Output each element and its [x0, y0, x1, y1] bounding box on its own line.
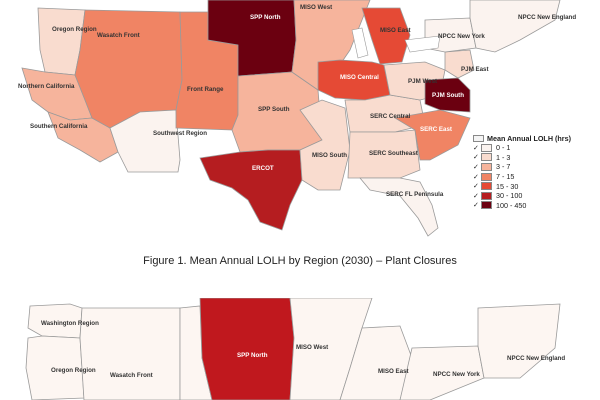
- legend-swatch: [481, 182, 492, 191]
- region2-miso-east[interactable]: [339, 325, 413, 400]
- region-npcc-new-england[interactable]: [469, 0, 561, 53]
- great-lakes: [351, 27, 441, 59]
- label2-washington: Washington Region: [41, 320, 99, 327]
- legend-swatch: [481, 201, 492, 210]
- label-miso-south: MISO South: [312, 152, 347, 159]
- legend-label: 7 - 15: [496, 172, 515, 182]
- label2-npcc-new-england: NPCC New England: [507, 355, 565, 362]
- legend-swatch: [481, 162, 492, 171]
- label-npcc-new-york: NPCC New York: [438, 33, 485, 40]
- label-spp-south: SPP South: [258, 106, 290, 113]
- checkmark-icon: ✓: [473, 144, 479, 152]
- label-oregon: Oregon Region: [52, 26, 97, 33]
- legend-row: ✓ 1 - 3: [473, 153, 593, 163]
- label-spp-north: SPP North: [250, 14, 281, 21]
- legend-row: ✓ 0 - 1: [473, 143, 593, 153]
- label-serc-fl-peninsula: SERC FL Peninsula: [386, 191, 444, 198]
- checkmark-icon: ✓: [473, 192, 479, 200]
- legend-swatch: [481, 172, 492, 181]
- region-ercot[interactable]: [199, 149, 303, 231]
- region-miso-south[interactable]: [299, 99, 351, 191]
- legend-row: ✓ 3 - 7: [473, 162, 593, 172]
- region-serc-southeast[interactable]: [347, 129, 421, 179]
- legend-label: 15 - 30: [496, 181, 519, 191]
- map-legend: Mean Annual LOLH (hrs) ✓ 0 - 1 ✓ 1 - 3 ✓ 3 - …: [473, 133, 593, 210]
- label-pjm-south: PJM South: [432, 92, 464, 99]
- legend-label: 3 - 7: [496, 162, 511, 172]
- checkmark-icon: ✓: [473, 183, 479, 191]
- legend-title-text: Mean Annual LOLH (hrs): [487, 133, 571, 143]
- region2-npcc-new-york[interactable]: [399, 345, 485, 400]
- label-miso-east: MISO East: [380, 27, 411, 34]
- label-miso-west: MISO West: [300, 4, 332, 11]
- label-front-range: Front Range: [187, 86, 224, 93]
- label-northern-california: Northern California: [18, 83, 75, 90]
- legend-label: 100 - 450: [496, 200, 527, 210]
- legend-swatch: [481, 191, 492, 200]
- legend-swatch: [481, 143, 492, 152]
- region-serc-east[interactable]: [393, 109, 471, 161]
- label-pjm-west: PJM West: [408, 78, 437, 85]
- label2-miso-west: MISO West: [296, 344, 328, 351]
- checkmark-icon: ✓: [473, 163, 479, 171]
- legend-row: ✓ 15 - 30: [473, 181, 593, 191]
- checkmark-icon: ✓: [473, 202, 479, 210]
- legend-label: 30 - 100: [496, 191, 523, 201]
- region-southwest[interactable]: [109, 109, 181, 173]
- label2-oregon: Oregon Region: [51, 367, 96, 374]
- lolh-map-second: Washington Region SPP North MISO West NP…: [25, 298, 565, 400]
- label-pjm-east: PJM East: [461, 66, 489, 73]
- legend-swatch: [481, 153, 492, 162]
- region2-npcc-new-england[interactable]: [477, 303, 561, 379]
- label-miso-central: MISO Central: [340, 74, 379, 81]
- checkmark-icon: ✓: [473, 154, 479, 162]
- lolh-map-plant-closures: SPP North MISO West NPCC New England Ore…: [18, 0, 576, 237]
- label-southwest: Southwest Region: [153, 130, 207, 137]
- label-serc-southeast: SERC Southeast: [369, 150, 418, 157]
- region-serc-fl-peninsula[interactable]: [359, 177, 439, 237]
- region2-wasatch[interactable]: [79, 307, 181, 400]
- figure1-caption: Figure 1. Mean Annual LOLH by Region (20…: [143, 255, 457, 267]
- legend-label: 1 - 3: [496, 152, 511, 162]
- region2-spp-north[interactable]: [199, 298, 295, 400]
- legend-title: Mean Annual LOLH (hrs): [473, 133, 593, 143]
- legend-row: ✓ 30 - 100: [473, 191, 593, 201]
- legend-title-swatch: [473, 134, 484, 142]
- label-wasatch-front: Wasatch Front: [97, 32, 140, 39]
- legend-row: ✓ 7 - 15: [473, 172, 593, 182]
- region-miso-east[interactable]: [361, 7, 411, 65]
- label2-npcc-new-york: NPCC New York: [433, 371, 480, 378]
- region-pjm-east[interactable]: [444, 49, 475, 79]
- checkmark-icon: ✓: [473, 173, 479, 181]
- label2-miso-east: MISO East: [378, 368, 409, 375]
- label-serc-central: SERC Central: [370, 113, 411, 120]
- label-serc-east: SERC East: [420, 126, 452, 133]
- label-ercot: ERCOT: [252, 165, 274, 172]
- legend-row: ✓ 100 - 450: [473, 201, 593, 211]
- label2-wasatch: Wasatch Front: [110, 372, 153, 379]
- label2-spp-north: SPP North: [237, 352, 268, 359]
- legend-label: 0 - 1: [496, 143, 511, 153]
- label-southern-california: Southern California: [30, 123, 88, 130]
- label-npcc-new-england: NPCC New England: [518, 14, 576, 21]
- legend-rows: ✓ 0 - 1 ✓ 1 - 3 ✓ 3 - 7 ✓ 7 - 15 ✓ 15 - 30 ✓ 30 - 1…: [473, 143, 593, 210]
